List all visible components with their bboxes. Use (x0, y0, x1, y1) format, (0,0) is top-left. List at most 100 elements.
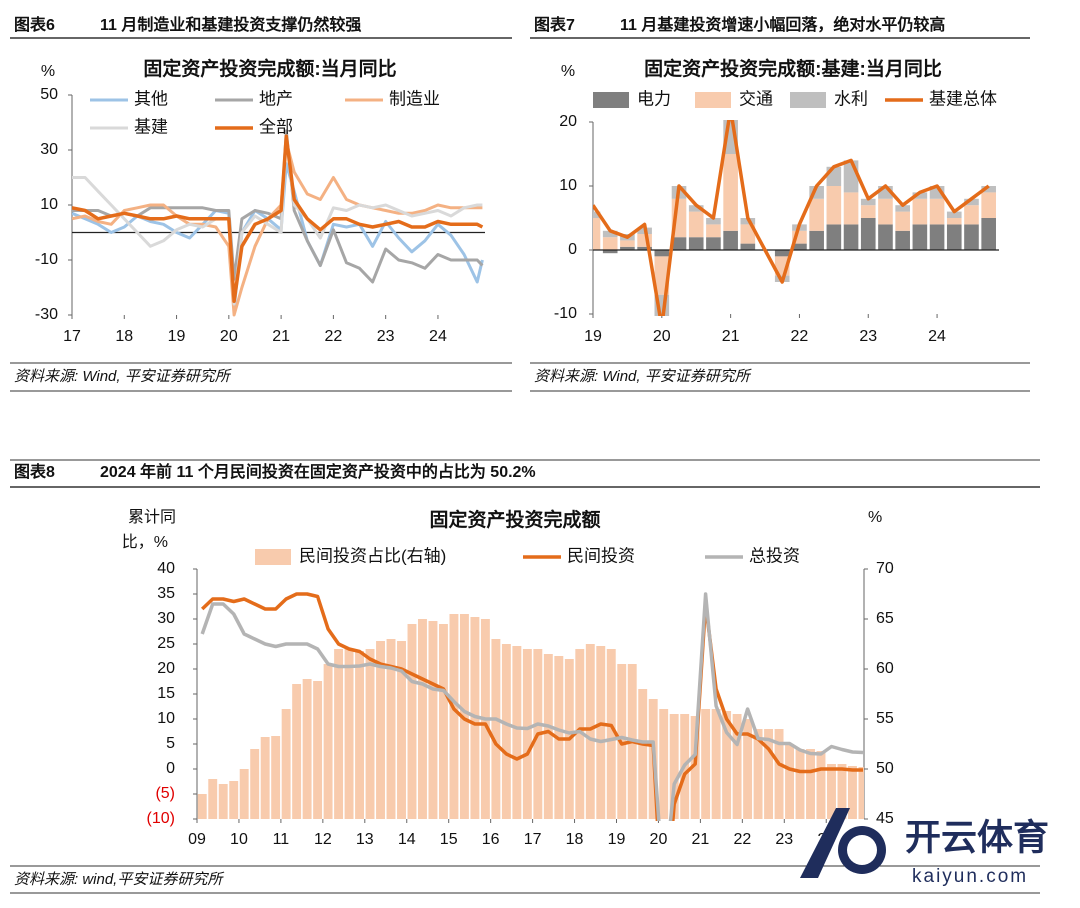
y-axis-label: 比，% (122, 533, 168, 551)
x-tick-label: 21 (722, 328, 740, 345)
x-tick-label: 19 (168, 328, 186, 345)
bar (774, 729, 784, 819)
x-tick-label: 21 (272, 328, 290, 345)
x-tick-label: 19 (584, 328, 602, 345)
bar (706, 237, 721, 250)
x-tick-label: 17 (63, 328, 81, 345)
bar (428, 621, 438, 819)
bar (323, 664, 333, 819)
bar (795, 749, 805, 819)
bar (785, 744, 794, 819)
x-tick-label: 14 (398, 831, 416, 848)
bar (491, 639, 501, 819)
bar (239, 769, 249, 819)
bar (843, 192, 859, 225)
y2-tick-label: 60 (876, 660, 894, 677)
bar (606, 649, 616, 819)
y-tick-label: 30 (157, 610, 175, 627)
bar (895, 211, 910, 231)
line-series (72, 137, 483, 306)
bar (723, 154, 738, 231)
x-tick-label: 10 (230, 831, 248, 848)
legend-label: 总投资 (749, 546, 800, 565)
bar (593, 218, 601, 250)
figure-number: 图表6 (14, 15, 55, 34)
bar (397, 641, 406, 819)
y-tick-label: -10 (35, 251, 58, 268)
y-tick-label: -10 (554, 305, 577, 322)
bar (981, 186, 996, 193)
x-tick-label: 18 (566, 831, 584, 848)
bar (858, 767, 864, 819)
bar (878, 198, 893, 225)
figure-caption: 11 月制造业和基建投资支撑仍然较强 (100, 15, 361, 34)
logo-stroke (800, 808, 850, 878)
y-axis-label: % (41, 63, 55, 80)
bar (809, 230, 824, 250)
bar (638, 689, 648, 819)
bar (843, 160, 859, 193)
bar (449, 614, 459, 819)
bar (837, 764, 847, 819)
y-tick-label: 0 (568, 241, 577, 258)
bar (701, 709, 711, 819)
bar (806, 749, 815, 819)
y-axis-label: % (561, 63, 575, 80)
line-series (72, 162, 484, 311)
chart-title: 固定资产投资完成额 (429, 508, 600, 531)
line-series (72, 129, 484, 284)
source: 资料来源: Wind, 平安证券研究所 (534, 368, 752, 385)
bar (722, 711, 732, 819)
x-tick-label: 22 (324, 328, 342, 345)
watermark-logo (800, 808, 886, 878)
bar (208, 779, 218, 819)
y-tick-label: -30 (35, 306, 58, 323)
x-tick-label: 13 (356, 831, 374, 848)
bar (827, 764, 836, 819)
bar (620, 246, 635, 250)
line-series (593, 120, 990, 316)
figure-caption: 11 月基建投资增速小幅回落，绝对水平仍较高 (620, 15, 945, 34)
line-series (200, 592, 864, 821)
bar (596, 646, 606, 819)
bar (912, 198, 928, 225)
bar (981, 192, 996, 218)
legend-swatch (695, 92, 731, 108)
bar (826, 224, 842, 250)
bar (981, 218, 996, 250)
legend-label: 地产 (259, 89, 293, 108)
bar (816, 751, 826, 819)
x-tick-label: 11 (273, 831, 290, 848)
bar (602, 230, 618, 238)
x-tick-label: 12 (314, 831, 332, 848)
bar (912, 192, 928, 199)
bar (659, 709, 669, 819)
x-tick-label: 15 (440, 831, 458, 848)
x-tick-label: 20 (650, 831, 668, 848)
x-tick-label: 16 (482, 831, 500, 848)
bar (848, 766, 857, 819)
plot-area (72, 129, 485, 317)
bar (302, 679, 312, 819)
plot-area (197, 592, 864, 821)
bar (878, 224, 893, 250)
bar (688, 237, 704, 250)
bar (344, 649, 354, 819)
y2-tick-label: 65 (876, 610, 894, 627)
bar (826, 166, 842, 186)
bar (706, 224, 721, 238)
x-tick-label: 24 (928, 328, 946, 345)
x-tick-label: 09 (188, 831, 206, 848)
bar (843, 224, 859, 250)
bar (355, 651, 365, 819)
bar (706, 218, 721, 225)
y2-tick-label: 55 (876, 710, 894, 727)
x-tick-label: 24 (429, 328, 447, 345)
line-series (72, 134, 484, 304)
legend-label: 民间投资 (567, 546, 635, 565)
bar (365, 649, 375, 819)
line-series (200, 592, 863, 821)
bar (637, 246, 652, 250)
bar (512, 646, 522, 819)
